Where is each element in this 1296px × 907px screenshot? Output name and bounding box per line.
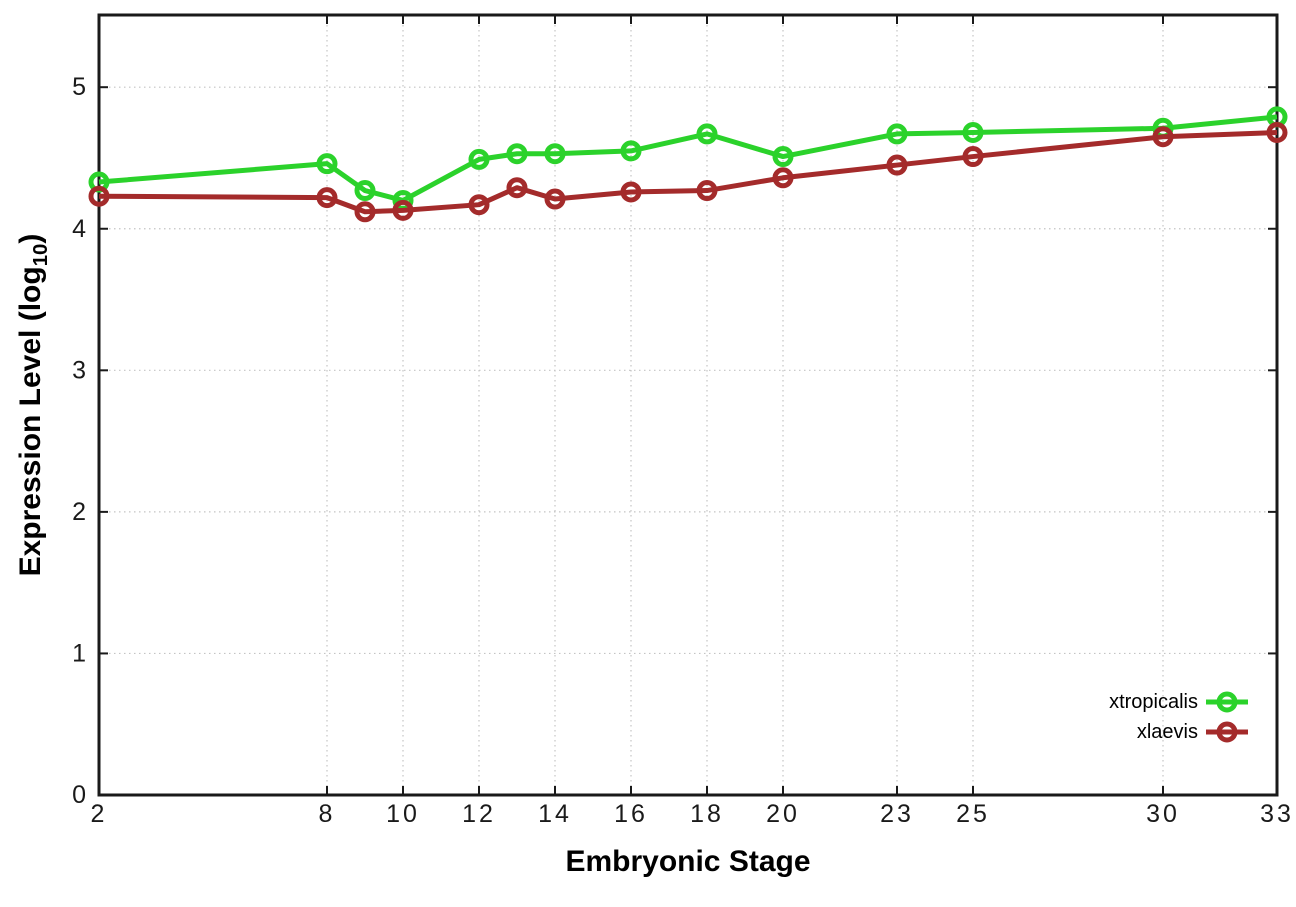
x-tick-label-33: 33 bbox=[1260, 800, 1294, 828]
y-axis-title-subscript: 10 bbox=[30, 243, 52, 267]
legend-circle-xlaevis bbox=[1216, 721, 1238, 743]
x-tick-label-12: 12 bbox=[462, 800, 496, 828]
marker-xlaevis-stage-23 bbox=[886, 154, 908, 176]
marker-xlaevis-stage-10 bbox=[392, 199, 414, 221]
marker-xtropicalis-stage-23 bbox=[886, 123, 908, 145]
x-tick-label-23: 23 bbox=[880, 800, 914, 828]
x-tick-label-16: 16 bbox=[614, 800, 648, 828]
marker-xlaevis-stage-16 bbox=[620, 181, 642, 203]
x-tick-label-10: 10 bbox=[386, 800, 420, 828]
marker-xlaevis-stage-25 bbox=[962, 146, 984, 168]
marker-xlaevis-stage-20 bbox=[772, 167, 794, 189]
y-tick-label-1: 1 bbox=[72, 639, 86, 667]
legend-label-xtropicalis: xtropicalis bbox=[1109, 690, 1198, 713]
plot-border bbox=[97, 13, 1279, 797]
marker-xlaevis-stage-18 bbox=[696, 180, 718, 202]
legend-item-xlaevis: xlaevis bbox=[1137, 719, 1248, 745]
x-axis-title: Embryonic Stage bbox=[565, 845, 811, 878]
marker-xlaevis-stage-13 bbox=[506, 177, 528, 199]
y-axis-title-close: ) bbox=[14, 233, 47, 244]
marker-xlaevis-stage-33 bbox=[1266, 121, 1288, 143]
y-tick-label-2: 2 bbox=[72, 498, 86, 526]
legend: xtropicalis xlaevis bbox=[1109, 689, 1248, 745]
series-line-xtropicalis bbox=[98, 114, 1278, 203]
x-tick-label-8: 8 bbox=[319, 800, 336, 828]
marker-xtropicalis-stage-16 bbox=[620, 140, 642, 162]
x-tick-label-25: 25 bbox=[956, 800, 990, 828]
legend-circle-xtropicalis bbox=[1216, 691, 1238, 713]
marker-xtropicalis-stage-13 bbox=[506, 143, 528, 165]
x-tick-label-30: 30 bbox=[1146, 800, 1180, 828]
marker-xlaevis-stage-12 bbox=[468, 194, 490, 216]
marker-xtropicalis-stage-25 bbox=[962, 121, 984, 143]
y-tick-label-3: 3 bbox=[72, 356, 86, 384]
y-tick-label-4: 4 bbox=[72, 215, 86, 243]
legend-item-xtropicalis: xtropicalis bbox=[1109, 689, 1248, 715]
marker-xlaevis-stage-2 bbox=[88, 185, 110, 207]
y-tick-label-5: 5 bbox=[72, 73, 86, 101]
marker-xtropicalis-stage-8 bbox=[316, 153, 338, 175]
marker-xtropicalis-stage-18 bbox=[696, 123, 718, 145]
x-tick-label-18: 18 bbox=[690, 800, 724, 828]
marker-xtropicalis-stage-12 bbox=[468, 148, 490, 170]
x-tick-label-14: 14 bbox=[538, 800, 572, 828]
legend-marker-xlaevis-icon bbox=[1206, 721, 1248, 743]
y-axis-title-text: Expression Level (log bbox=[14, 266, 47, 577]
marker-xtropicalis-stage-20 bbox=[772, 146, 794, 168]
series-line-xlaevis bbox=[98, 129, 1278, 215]
y-axis-title: Expression Level (log10) bbox=[14, 234, 53, 577]
marker-xlaevis-stage-14 bbox=[544, 188, 566, 210]
y-tick-label-0: 0 bbox=[72, 781, 86, 809]
marker-xtropicalis-stage-14 bbox=[544, 143, 566, 165]
x-tick-label-2: 2 bbox=[91, 800, 108, 828]
marker-xlaevis-stage-9 bbox=[354, 201, 376, 223]
x-tick-label-20: 20 bbox=[766, 800, 800, 828]
marker-xlaevis-stage-30 bbox=[1152, 126, 1174, 148]
marker-xlaevis-stage-8 bbox=[316, 187, 338, 209]
legend-label-xlaevis: xlaevis bbox=[1136, 720, 1198, 743]
marker-xtropicalis-stage-9 bbox=[354, 180, 376, 202]
legend-marker-xtropicalis-icon bbox=[1206, 691, 1248, 713]
